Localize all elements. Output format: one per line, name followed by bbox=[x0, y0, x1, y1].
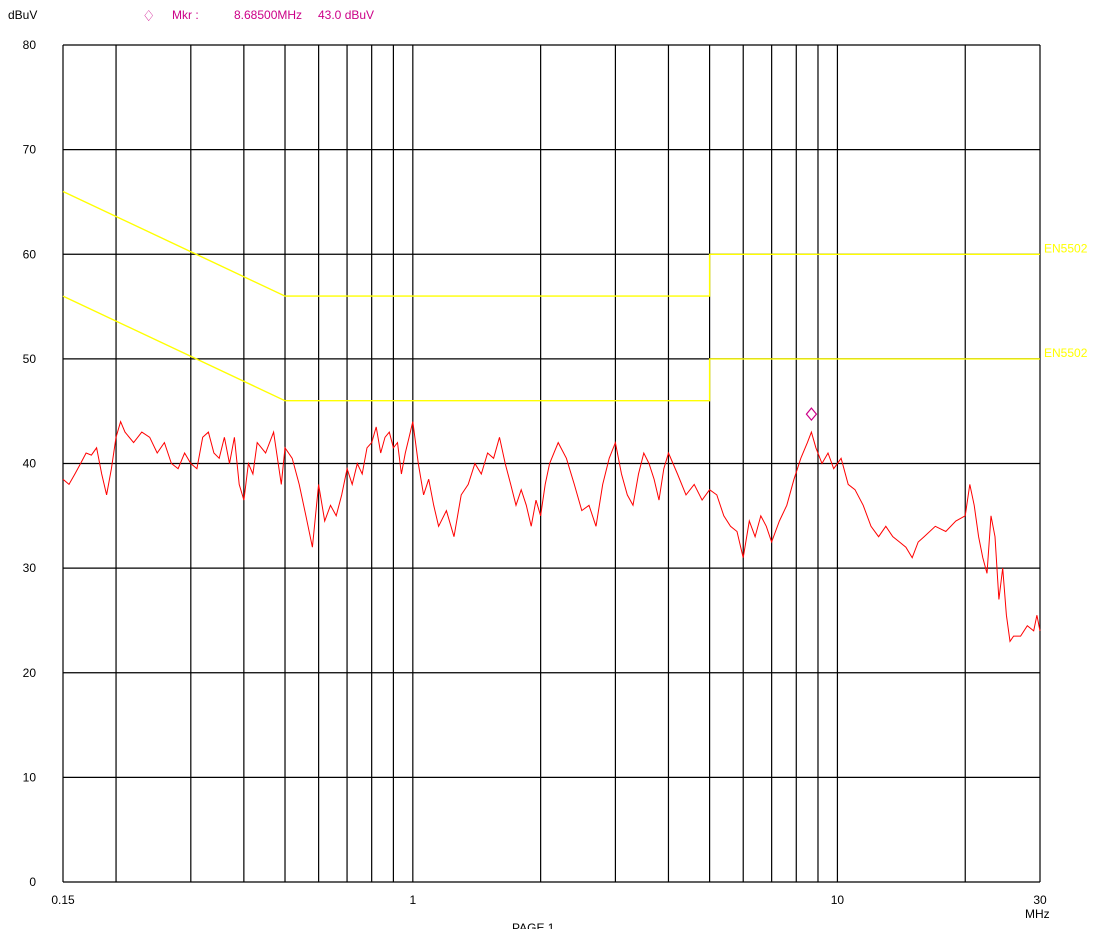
limit-line bbox=[62, 295, 1040, 402]
y-tick-label: 10 bbox=[23, 770, 37, 784]
y-tick-label: 80 bbox=[23, 38, 37, 52]
y-tick-label: 50 bbox=[23, 352, 37, 366]
y-tick-label: 30 bbox=[23, 561, 37, 575]
axes: 0 10 20 30 40 50 60 70 80 0.15 1 10 30 bbox=[23, 38, 1047, 907]
data-series-line bbox=[62, 420, 1041, 643]
x-tick-label: 0.15 bbox=[51, 893, 75, 907]
y-tick-label: 0 bbox=[29, 875, 36, 889]
limit-line bbox=[62, 190, 1040, 297]
limit-line-label: EN5502 bbox=[1044, 346, 1088, 360]
y-tick-label: 70 bbox=[23, 143, 37, 157]
page-footer: PAGE 1 bbox=[512, 921, 555, 929]
y-tick-label: 20 bbox=[23, 666, 37, 680]
y-tick-label: 40 bbox=[23, 457, 37, 471]
limit-line-label: EN5502 bbox=[1044, 241, 1088, 255]
marker-frequency: 8.68500MHz bbox=[234, 8, 302, 22]
limit-lines: EN5502 EN5502 bbox=[62, 190, 1088, 402]
marker-point bbox=[805, 407, 818, 422]
x-tick-label: 30 bbox=[1033, 893, 1047, 907]
marker-symbol: ♢ bbox=[142, 8, 155, 25]
y-tick-label: 60 bbox=[23, 247, 37, 261]
x-tick-label: 10 bbox=[831, 893, 845, 907]
marker-level: 43.0 dBuV bbox=[318, 8, 374, 22]
y-axis-label: dBuV bbox=[8, 8, 37, 22]
x-axis-unit: MHz bbox=[1025, 907, 1050, 921]
marker-label: Mkr : bbox=[172, 8, 199, 22]
x-tick-label: 1 bbox=[409, 893, 416, 907]
measurement-trace bbox=[62, 420, 1041, 643]
grid-lines bbox=[62, 44, 1041, 883]
